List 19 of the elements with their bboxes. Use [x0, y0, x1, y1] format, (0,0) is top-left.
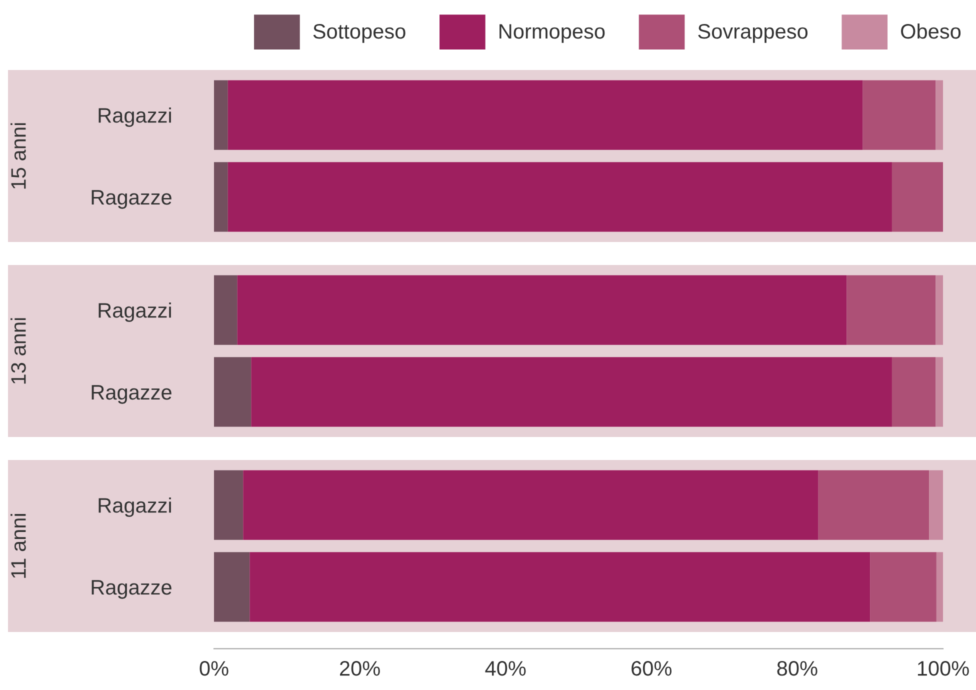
y-tick-label: Ragazze — [92, 385, 172, 404]
y-axis-title: 13 anni — [10, 318, 26, 384]
legend-label: Obeso — [901, 23, 961, 39]
y-tick-label: Ragazzi — [98, 498, 171, 517]
x-tick-label: 0% — [200, 661, 228, 676]
legend-label: Normopeso — [500, 24, 605, 43]
legend-label: Sovrappeso — [698, 24, 808, 43]
x-tick-label: 20% — [340, 661, 380, 676]
y-tick-label: Ragazzi — [98, 108, 171, 127]
y-tick-label: Ragazze — [92, 190, 172, 209]
x-tick-label: 40% — [485, 661, 526, 676]
x-tick-label: 60% — [632, 661, 672, 676]
legend-label: Sottopeso — [313, 24, 406, 43]
x-tick-label: 100% — [918, 661, 969, 676]
x-tick-label: 80% — [777, 661, 818, 676]
y-tick-label: Ragazze — [92, 580, 172, 599]
y-axis-title: 11 anni — [10, 514, 26, 578]
y-axis-title: 15 anni — [10, 123, 26, 189]
y-tick-label: Ragazzi — [98, 302, 171, 322]
